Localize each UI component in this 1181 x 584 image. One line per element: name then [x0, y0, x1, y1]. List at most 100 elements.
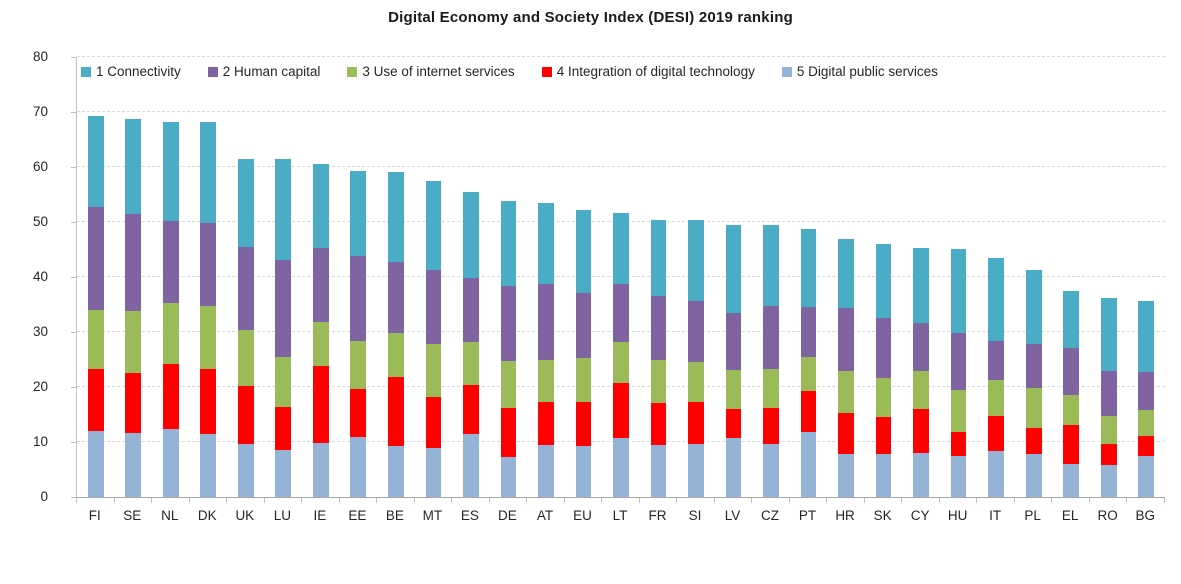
x-tick-label-FI: FI: [88, 508, 101, 523]
x-tick-mark-4: [226, 498, 228, 503]
bar-segment-MT-4: [425, 396, 442, 448]
bar-segment-MT-5: [425, 448, 442, 497]
bar-segment-RO-3: [1100, 415, 1117, 445]
x-tick-mark-25: [1013, 498, 1015, 503]
bar-segment-ES-1: [463, 191, 479, 279]
bar-segment-DE-5: [500, 457, 517, 497]
bar-segment-EU-3: [575, 358, 592, 402]
x-tick-label-HR: HR: [835, 508, 855, 523]
bar-slot-CZ: [752, 57, 790, 497]
gridline-70: [77, 111, 1165, 112]
bar-segment-HU-4: [950, 431, 967, 456]
bar-segment-IE-2: [312, 248, 329, 322]
x-tick-mark-13: [563, 498, 565, 503]
bar-segment-IT-5: [988, 450, 1004, 497]
bar-DE: [500, 201, 517, 497]
x-tick-mark-8: [376, 498, 378, 503]
bar-slot-PT: [790, 57, 828, 497]
bar-segment-FI-1: [87, 115, 104, 207]
chart-title: Digital Economy and Society Index (DESI)…: [388, 9, 793, 26]
x-tick-label-EL: EL: [1061, 508, 1079, 523]
bar-slot-RO: [1090, 57, 1128, 497]
bar-segment-HU-2: [950, 332, 967, 390]
y-tick-label-0: 0: [40, 489, 48, 504]
x-tick-mark-27: [1088, 498, 1090, 503]
bar-AT: [538, 202, 554, 497]
bar-segment-BG-3: [1138, 410, 1155, 436]
bar-LV: [725, 224, 742, 497]
bar-segment-IT-1: [988, 258, 1004, 341]
bar-segment-HU-5: [950, 455, 967, 497]
bar-segment-BE-3: [388, 332, 404, 377]
bar-MT: [425, 180, 442, 497]
bar-segment-FI-5: [87, 431, 104, 497]
bar-segment-AT-3: [538, 359, 554, 403]
x-tick-label-UK: UK: [235, 508, 255, 523]
y-tick-mark-50: [71, 222, 76, 223]
bar-segment-ES-4: [463, 384, 479, 434]
x-tick-label-ES: ES: [460, 508, 479, 523]
bar-segment-LT-2: [613, 283, 629, 342]
bar-segment-SI-4: [688, 401, 704, 445]
bar-slot-LT: [602, 57, 640, 497]
bar-segment-PT-4: [800, 391, 817, 432]
x-tick-label-DK: DK: [197, 508, 217, 523]
legend-swatch-digital-technology-icon: [541, 66, 552, 77]
bar-segment-CZ-4: [763, 407, 779, 445]
y-tick-mark-30: [71, 332, 76, 333]
bar-segment-LV-2: [725, 313, 742, 371]
bar-ES: [463, 191, 479, 497]
bar-segment-HR-4: [838, 412, 854, 455]
bar-segment-SK-2: [875, 317, 892, 378]
x-tick-label-CY: CY: [910, 508, 930, 523]
bar-segment-DK-1: [200, 122, 217, 224]
bar-segment-UK-3: [237, 330, 254, 387]
x-tick-label-BG: BG: [1135, 508, 1155, 523]
bar-segment-LT-5: [613, 437, 629, 497]
bar-UK: [237, 158, 254, 497]
bar-segment-IT-4: [988, 415, 1004, 451]
x-tick-mark-18: [751, 498, 753, 503]
bar-CZ: [763, 224, 779, 497]
bar-CY: [913, 248, 929, 497]
bar-slot-HU: [940, 57, 978, 497]
x-tick-mark-23: [938, 498, 940, 503]
x-tick-mark-3: [188, 498, 190, 503]
y-tick-label-60: 60: [32, 159, 48, 174]
bar-EU: [575, 210, 592, 497]
legend-label-connectivity: 1 Connectivity: [96, 64, 181, 79]
bar-segment-AT-5: [538, 444, 554, 497]
x-tick-mark-19: [788, 498, 790, 503]
legend-label-public-services: 5 Digital public services: [796, 64, 938, 79]
bar-segment-AT-1: [538, 202, 554, 285]
bar-segment-SI-1: [688, 219, 704, 302]
bar-segment-LT-1: [613, 213, 629, 284]
bar-segment-NL-3: [162, 303, 179, 365]
x-tick-mark-11: [488, 498, 490, 503]
bar-segment-PL-3: [1025, 388, 1042, 429]
bar-segment-UK-5: [237, 444, 254, 497]
bar-SI: [688, 219, 704, 497]
bar-slot-NL: [152, 57, 190, 497]
bar-SK: [875, 244, 892, 497]
bar-segment-DK-2: [200, 223, 217, 306]
bar-segment-BE-2: [388, 261, 404, 333]
bar-segment-SK-4: [875, 417, 892, 455]
bar-segment-CY-3: [913, 371, 929, 409]
bar-segment-IE-3: [312, 321, 329, 366]
bar-segment-AT-4: [538, 402, 554, 445]
x-tick-label-AT: AT: [536, 508, 554, 523]
bar-segment-HR-1: [838, 239, 854, 309]
bar-slot-LV: [715, 57, 753, 497]
bar-segment-ES-5: [463, 433, 479, 497]
bar-segment-RO-1: [1100, 297, 1117, 372]
legend-swatch-public-services-icon: [781, 66, 792, 77]
bar-PT: [800, 229, 817, 497]
y-tick-mark-40: [71, 277, 76, 278]
bar-slot-IT: [977, 57, 1015, 497]
x-tick-mark-15: [638, 498, 640, 503]
y-tick-mark-80: [71, 57, 76, 58]
bar-EL: [1063, 290, 1080, 497]
x-tick-mark-21: [863, 498, 865, 503]
bar-segment-ES-2: [463, 278, 479, 342]
